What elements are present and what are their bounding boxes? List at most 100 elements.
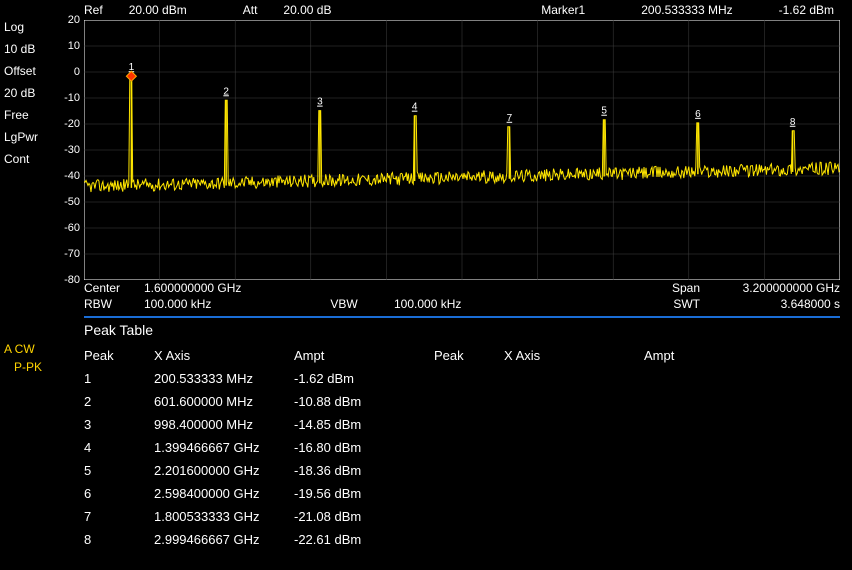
peak-row-freq: 601.600000 MHz [154,394,294,409]
peak-table-header-ampt: Ampt [294,348,434,363]
y-tick-label: -40 [64,170,80,182]
section-divider [84,316,840,318]
y-tick-label: -70 [64,248,80,260]
left-status-panel: Log 10 dB Offset 20 dB Free LgPwr Cont A… [0,0,60,570]
trace-a-mode: A CW [4,342,35,356]
peak-row-empty [504,417,644,432]
marker-amp: -1.62 dBm [779,3,834,17]
svg-text:7: 7 [507,113,513,124]
rbw-label: RBW [84,297,144,311]
peak-row-num: 6 [84,486,154,501]
span-value: 3.200000000 GHz [700,281,840,295]
marker-label: Marker1 [541,3,585,17]
peak-row-freq: 1.399466667 GHz [154,440,294,455]
peak-row-empty [644,463,784,478]
svg-text:6: 6 [695,109,701,120]
peak-row-empty [434,509,504,524]
peak-row-amp: -22.61 dBm [294,532,434,547]
scale-div: 10 dB [4,42,56,56]
peak-row-empty [434,440,504,455]
peak-row-empty [644,532,784,547]
center-value: 1.600000000 GHz [144,281,324,295]
peak-row-empty [644,509,784,524]
peak-row-freq: 2.598400000 GHz [154,486,294,501]
peak-row-empty [434,486,504,501]
peak-row-num: 5 [84,463,154,478]
peak-row-empty [504,486,644,501]
top-info-bar: Ref 20.00 dBm Att 20.00 dB Marker1 200.5… [60,0,852,20]
ref-label: Ref [84,3,103,17]
svg-text:4: 4 [412,102,418,113]
y-axis-labels: 20100-10-20-30-40-50-60-70-80 [60,20,82,280]
trigger-mode: Free [4,108,56,122]
scale-log: Log [4,20,56,34]
y-tick-label: -20 [64,118,80,130]
peak-row-empty [504,371,644,386]
sweep-mode: Cont [4,152,56,166]
peak-row-empty [434,463,504,478]
peak-row-freq: 998.400000 MHz [154,417,294,432]
peak-table-header-xaxis2: X Axis [504,348,644,363]
peak-row-amp: -18.36 dBm [294,463,434,478]
bottom-info-bar: Center 1.600000000 GHz Span 3.200000000 … [84,280,840,312]
peak-table: Peak Table PeakX AxisAmptPeakX AxisAmpt1… [84,322,840,547]
peak-row-empty [434,394,504,409]
y-tick-label: -50 [64,196,80,208]
peak-row-empty [504,532,644,547]
peak-row-amp: -16.80 dBm [294,440,434,455]
peak-row-amp: -19.56 dBm [294,486,434,501]
peak-row-empty [644,371,784,386]
peak-table-title: Peak Table [84,322,840,338]
offset-label: Offset [4,64,56,78]
detector-mode: P-PK [14,360,42,374]
peak-row-amp: -1.62 dBm [294,371,434,386]
peak-row-empty [504,394,644,409]
peak-row-empty [504,440,644,455]
y-tick-label: -10 [64,92,80,104]
peak-row-freq: 2.999466667 GHz [154,532,294,547]
peak-row-empty [434,371,504,386]
peak-row-num: 7 [84,509,154,524]
center-label: Center [84,281,144,295]
span-label: Span [640,281,700,295]
avg-mode: LgPwr [4,130,56,144]
peak-row-num: 3 [84,417,154,432]
svg-text:8: 8 [790,117,796,128]
y-tick-label: -60 [64,222,80,234]
peak-row-amp: -10.88 dBm [294,394,434,409]
peak-row-empty [504,463,644,478]
ref-value: 20.00 dBm [129,3,187,17]
swt-value: 3.648000 s [700,297,840,311]
peak-table-grid: PeakX AxisAmptPeakX AxisAmpt1200.533333 … [84,348,840,547]
peak-table-header-xaxis: X Axis [154,348,294,363]
peak-row-amp: -14.85 dBm [294,417,434,432]
swt-label: SWT [640,297,700,311]
peak-row-empty [644,440,784,455]
y-tick-label: 10 [68,40,80,52]
svg-text:3: 3 [317,97,323,108]
peak-row-num: 2 [84,394,154,409]
spectrum-trace-svg: 12345678 [84,20,840,280]
y-tick-label: 20 [68,14,80,26]
peak-table-header-ampt2: Ampt [644,348,784,363]
peak-row-freq: 200.533333 MHz [154,371,294,386]
vbw-label: VBW [324,297,364,311]
y-tick-label: -30 [64,144,80,156]
offset-value: 20 dB [4,86,56,100]
spectrum-plot[interactable]: 20100-10-20-30-40-50-60-70-80 12345678 [84,20,840,280]
peak-row-amp: -21.08 dBm [294,509,434,524]
peak-row-empty [434,417,504,432]
marker-freq: 200.533333 MHz [641,3,732,17]
att-label: Att [243,3,258,17]
peak-row-empty [434,532,504,547]
vbw-value: 100.000 kHz [364,297,564,311]
peak-table-header-peak2: Peak [434,348,504,363]
peak-row-freq: 2.201600000 GHz [154,463,294,478]
y-tick-label: -80 [64,274,80,286]
peak-row-empty [504,509,644,524]
peak-row-num: 4 [84,440,154,455]
peak-table-header-peak: Peak [84,348,154,363]
att-value: 20.00 dB [283,3,331,17]
peak-row-empty [644,486,784,501]
rbw-value: 100.000 kHz [144,297,324,311]
